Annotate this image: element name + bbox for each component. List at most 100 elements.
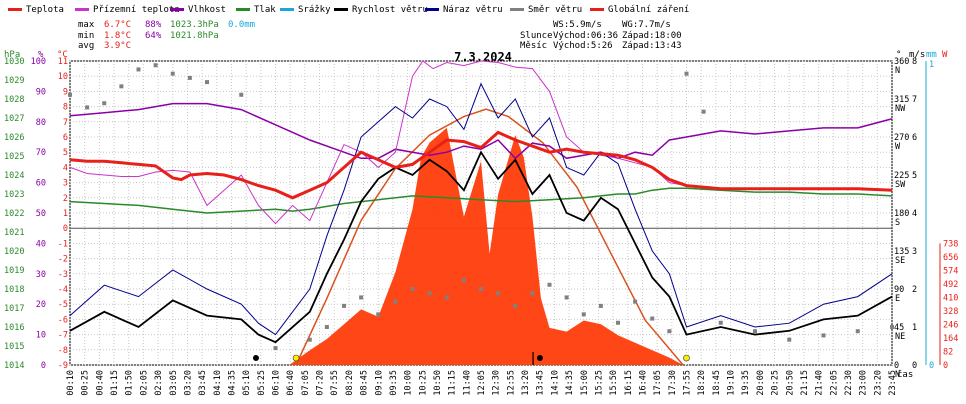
tick-temp: -3 [58,270,68,280]
axis-x-unit: čas [897,369,913,380]
stats-max-rain: 0.0mm [228,20,255,30]
tick-x: 08:45 [360,370,370,396]
stats-min-temp: 1.8°C [104,31,131,41]
tick-hum: 40 [36,239,46,249]
tick-temp: 8 [63,103,68,113]
global-radiation-area [289,127,684,365]
tick-temp: 3 [63,179,68,189]
tick-x: 01:50 [125,370,135,396]
tick-rad: 0 [943,361,948,371]
tick-rad: 656 [943,253,958,263]
tick-x: 21:15 [800,370,810,396]
legend-swatch-8 [590,8,604,11]
wind-direction-point [461,278,466,283]
tick-temp: 0 [63,224,68,234]
tick-hpa: 1029 [4,76,24,86]
wind-direction-point [564,295,569,300]
tick-hum: 70 [36,148,46,158]
tick-hpa: 1017 [4,304,24,314]
stats-block: max 6.7°C 88% 1023.3hPa 0.0mm min 1.8°C … [78,20,255,51]
tick-x: 11:15 [448,370,458,396]
tick-dir-card: SW [895,180,906,190]
tick-x: 03:05 [169,370,179,396]
tick-x: 12:30 [492,370,502,396]
legend-swatch-7 [510,8,524,11]
tick-x: 02:05 [139,370,149,396]
tick-temp: -6 [58,315,68,325]
wind-direction-point [821,333,826,338]
wind-direction-point [68,92,72,97]
legend-label-5: Rychlost větru [352,5,428,15]
tick-dir-deg: 135 [894,247,909,257]
tick-x: 22:30 [844,370,854,396]
wind-direction-point [187,75,192,80]
tick-temp: 5 [63,148,68,158]
tick-x: 03:20 [183,370,193,396]
tick-x: 13:45 [536,370,546,396]
tick-x: 00:25 [81,370,91,396]
temperature-line [69,130,893,200]
info-moon-rise: Východ:5:26 [553,41,613,51]
wind-direction-point [324,325,329,329]
tick-x: 10:50 [433,370,443,396]
tick-hum: 90 [36,87,46,97]
stats-avg-temp: 3.9°C [104,41,131,51]
tick-temp: -2 [58,255,68,265]
tick-temp: -7 [58,331,68,341]
tick-x: 11:40 [462,370,472,396]
stats-max-temp: 6.7°C [104,20,131,30]
tick-hpa: 1026 [4,133,24,143]
wind-direction-point [153,63,158,68]
plot-area [68,60,894,366]
tick-hpa: 1023 [4,190,24,200]
tick-dir-card: S [895,218,900,228]
info-moon-set: Západ:13:43 [622,41,682,51]
tick-dir-deg: 45 [894,323,904,333]
wind-direction-point [410,287,415,291]
tick-temp: 10 [58,72,68,82]
tick-hum: 20 [36,300,46,310]
sun-moon-info: WS:5.9m/s WG:7.7m/s Slunce Východ:06:36 … [520,20,682,51]
stats-min-label: min [78,31,94,41]
wind-direction-point [753,329,757,334]
legend-label-0: Teplota [26,5,64,15]
tick-dir-card: W [895,142,901,152]
tick-dir-card: N [895,370,900,380]
tick-x: 09:35 [389,370,399,396]
axis-wind-unit: m/s [909,50,925,60]
axis-rad-unit: W [942,50,948,60]
tick-x: 23:20 [873,370,883,396]
legend-label-1: Přízemní teplota [93,5,180,15]
tick-hpa: 1028 [4,95,24,105]
legend-label-3: Tlak [254,5,276,15]
tick-hpa: 1014 [4,361,24,371]
tick-wind: 3 [912,247,917,257]
stats-min-press: 1021.8hPa [170,31,219,41]
axis-rain-unit: mm [926,50,937,60]
tick-temp: -1 [58,239,68,249]
info-wg: WG:7.7m/s [622,20,671,30]
info-sun-set: Západ:18:00 [622,31,682,41]
tick-x: 17:55 [683,370,693,396]
wind-direction-point [102,101,107,106]
wind-direction-point [205,80,209,85]
wind-direction-point [273,346,278,351]
stats-max-press: 1023.3hPa [170,20,219,30]
tick-temp: -4 [58,285,68,295]
wind-direction-point [718,320,723,325]
tick-rad: 164 [943,334,958,344]
tick-hum: 30 [36,270,46,280]
legend-label-6: Náraz větru [443,5,503,15]
tick-x: 18:45 [712,370,722,396]
stats-max-label: max [78,20,95,30]
tick-wind: 6 [912,133,917,143]
tick-wind: 4 [912,209,917,219]
stats-min-hum: 64% [145,31,162,41]
tick-x: 13:20 [521,370,531,396]
tick-hpa: 1022 [4,209,24,219]
tick-x: 15:25 [594,370,604,396]
tick-dir-deg: 0 [894,361,899,371]
tick-x: 23:00 [859,370,869,396]
tick-x: 07:55 [330,370,340,396]
tick-dir-deg: 360 [894,57,909,67]
